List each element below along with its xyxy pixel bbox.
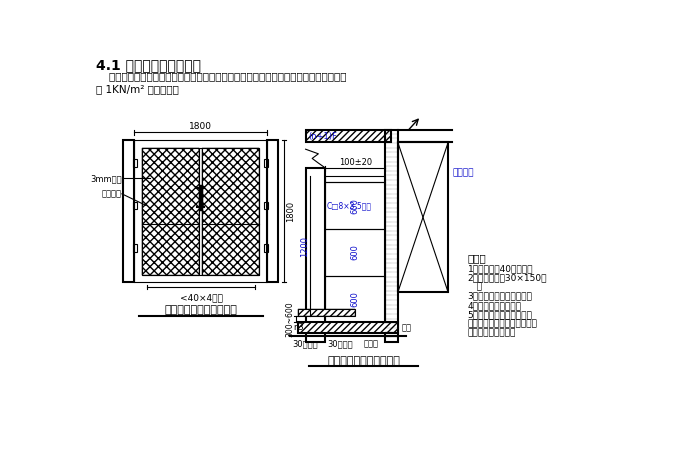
Text: 600: 600	[351, 291, 359, 307]
Bar	[298, 309, 355, 316]
Text: 1800: 1800	[189, 123, 212, 132]
Text: 3、两门关闭采用横向插锁: 3、两门关闭采用横向插锁	[468, 291, 533, 301]
Bar	[264, 202, 268, 209]
Bar	[298, 309, 355, 316]
Bar	[132, 202, 137, 209]
Text: 板: 板	[468, 282, 482, 291]
Bar	[132, 159, 137, 167]
Text: 施工电梯门正立面示意图: 施工电梯门正立面示意图	[164, 306, 237, 316]
Bar	[202, 148, 259, 275]
Text: <40×4方钢: <40×4方钢	[179, 293, 222, 302]
Text: 3mm钢板: 3mm钢板	[90, 174, 122, 183]
Bar	[135, 140, 267, 282]
Text: 600: 600	[351, 244, 359, 260]
Bar	[325, 229, 386, 276]
Text: 4、门则采用对开形式: 4、门则采用对开形式	[468, 301, 522, 310]
Bar	[325, 276, 386, 322]
Bar	[264, 244, 268, 252]
Text: 2、门中间采用30×150钢: 2、门中间采用30×150钢	[468, 273, 547, 282]
Bar	[298, 322, 398, 333]
Text: 4.1 施工电梯楼层出入口: 4.1 施工电梯楼层出入口	[97, 58, 201, 72]
Bar	[386, 130, 398, 342]
Bar	[398, 142, 449, 292]
Bar	[202, 148, 259, 275]
Text: 1800: 1800	[286, 201, 295, 222]
Bar	[142, 148, 259, 275]
Bar	[142, 148, 199, 275]
Text: 5、防护门在安装时，横向: 5、防护门在安装时，横向	[468, 310, 533, 319]
Text: 说明：: 说明：	[468, 253, 486, 263]
Text: 1、门边采用40方钢焊接: 1、门边采用40方钢焊接	[468, 264, 533, 273]
Bar	[306, 130, 391, 142]
Text: 600: 600	[351, 198, 359, 213]
Text: 300~600: 300~600	[286, 301, 295, 337]
Text: n3: n3	[293, 323, 304, 332]
Text: 由电梯操作人开启。: 由电梯操作人开启。	[468, 329, 516, 338]
Bar	[267, 140, 277, 282]
Bar	[325, 183, 386, 229]
Text: (n+1)F: (n+1)F	[308, 132, 337, 141]
Text: 100±20: 100±20	[339, 158, 372, 167]
Bar	[264, 159, 268, 167]
Text: 30厚木板: 30厚木板	[293, 340, 318, 348]
Bar	[132, 244, 137, 252]
Text: 施工电梯各楼层的出入口应设置常闭的防护门，防护门定型制作如下图，其强度应能承: 施工电梯各楼层的出入口应设置常闭的防护门，防护门定型制作如下图，其强度应能承	[97, 71, 347, 81]
Bar	[306, 130, 391, 142]
Text: 施工电梯门侧立面示意图: 施工电梯门侧立面示意图	[327, 356, 400, 366]
Bar	[142, 148, 199, 275]
Text: 防护门: 防护门	[364, 340, 379, 348]
Text: 30厚木板: 30厚木板	[328, 340, 353, 348]
Text: C□8×3.5钢管: C□8×3.5钢管	[326, 201, 371, 210]
Text: 楼板: 楼板	[402, 323, 412, 332]
Bar	[124, 140, 135, 282]
Bar	[306, 168, 325, 342]
Text: 1200: 1200	[299, 236, 308, 257]
Bar	[298, 322, 398, 333]
Text: 插锁应装在电梯吊笼一侧，并: 插锁应装在电梯吊笼一侧，并	[468, 319, 538, 328]
Text: 施工电梯: 施工电梯	[452, 168, 473, 178]
Text: 钢丝网片: 钢丝网片	[102, 189, 122, 198]
Text: 受 1KN/m² 水平荷载。: 受 1KN/m² 水平荷载。	[97, 84, 179, 94]
Bar	[325, 176, 386, 183]
